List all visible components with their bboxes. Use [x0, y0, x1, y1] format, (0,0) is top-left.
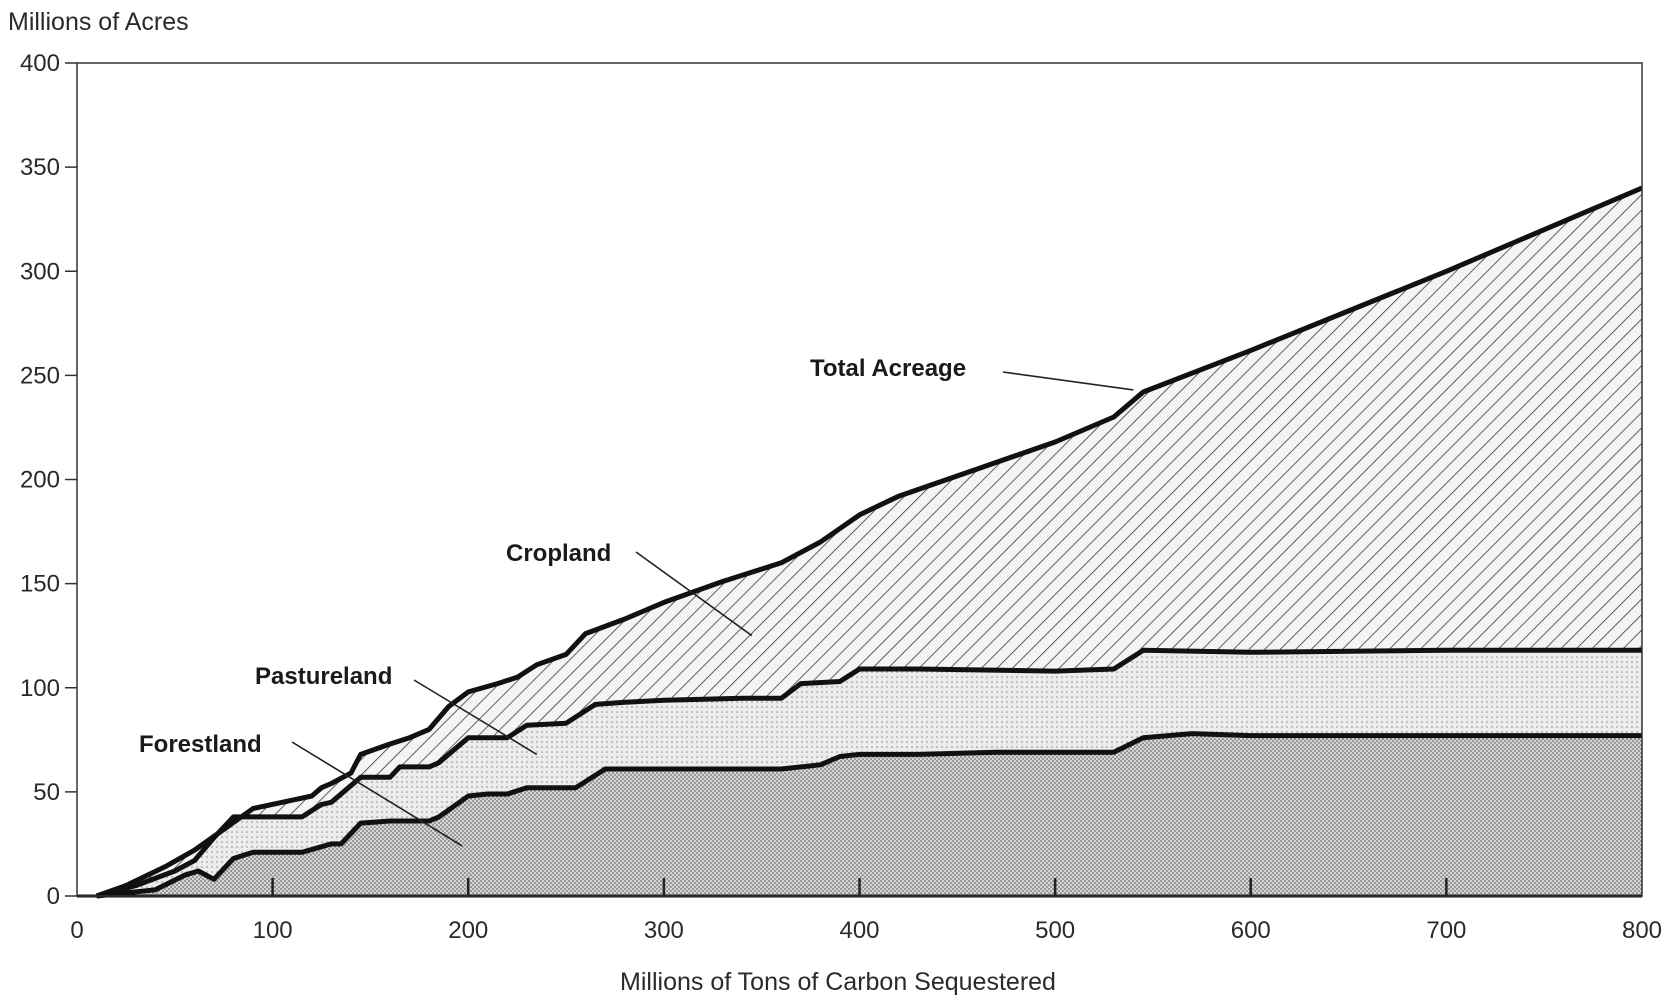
x-axis-title: Millions of Tons of Carbon Sequestered [620, 968, 1056, 996]
cropland-area [96, 188, 1643, 896]
forestland-area [96, 733, 1642, 896]
area-layers [96, 188, 1643, 896]
annotation-leader-line [413, 679, 538, 756]
x-tick-label: 500 [1035, 917, 1075, 944]
y-tick-label: 350 [20, 154, 60, 181]
x-tick-label: 300 [644, 917, 684, 944]
forestland-line [96, 731, 1642, 899]
annotation-label: Cropland [506, 540, 611, 567]
annotations: Total Acreage Cropland Pastureland Forestla… [139, 355, 1134, 847]
pastureland-line [95, 647, 1642, 899]
y-tick-label: 150 [20, 571, 60, 598]
x-tick-label: 400 [839, 917, 879, 944]
annotation-leader-line [291, 741, 463, 847]
total-acreage-line [95, 185, 1643, 899]
annotation-label: Total Acreage [810, 355, 966, 382]
y-tick-label: 50 [33, 779, 60, 806]
x-tick-label: 100 [253, 917, 293, 944]
y-tick-label: 250 [20, 362, 60, 389]
y-tick-label: 300 [20, 258, 60, 285]
annotation-label: Pastureland [255, 663, 392, 690]
y-tick-label: 0 [47, 883, 60, 910]
x-tick-label: 0 [70, 917, 83, 944]
x-tick-label: 200 [448, 917, 488, 944]
y-axis-title: Millions of Acres [8, 8, 189, 36]
y-tick-label: 100 [20, 675, 60, 702]
x-tick-label: 700 [1426, 917, 1466, 944]
x-tick-label: 600 [1231, 917, 1271, 944]
x-tick-label: 800 [1622, 917, 1662, 944]
pastureland-area [96, 650, 1643, 896]
annotation-leader-line [635, 551, 753, 637]
y-tick-label: 400 [20, 50, 60, 77]
y-tick-label: 200 [20, 467, 60, 494]
annotation-leader-line [1002, 371, 1134, 391]
x-axis: 0 100 200 300 400 500 600 700 800 [70, 878, 1662, 944]
annotation-label: Forestland [139, 731, 262, 758]
y-axis: 0 50 100 150 200 250 300 350 400 [20, 50, 77, 910]
